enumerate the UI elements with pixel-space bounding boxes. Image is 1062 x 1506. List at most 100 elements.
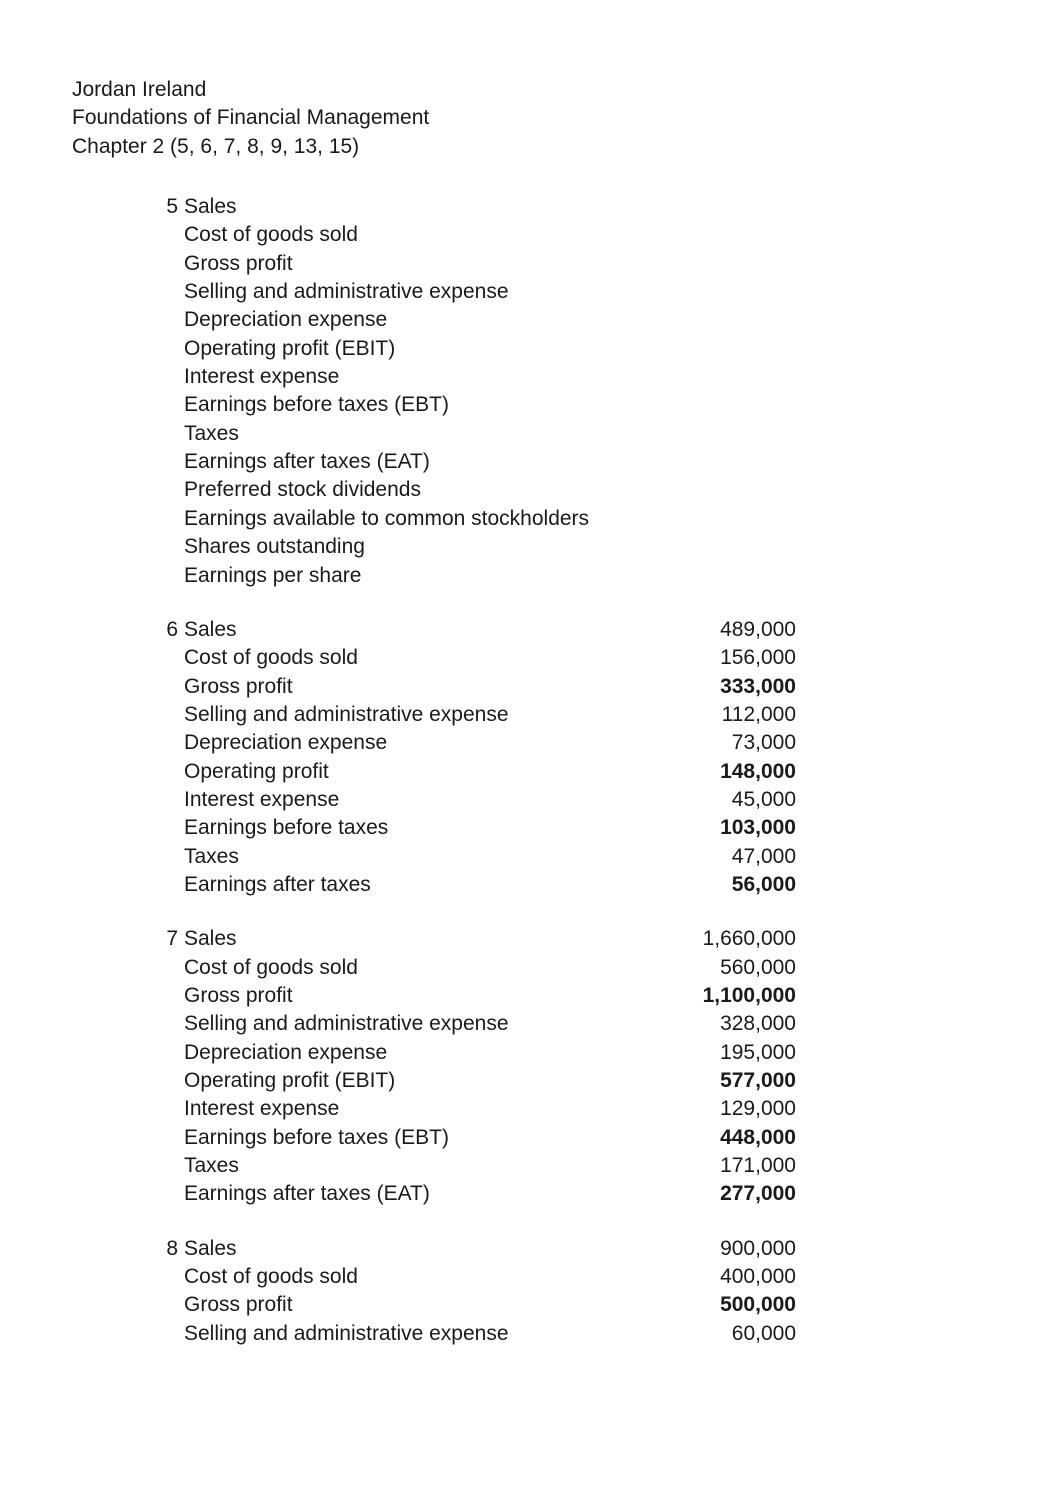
line-item-row: Earnings after taxes (EAT)277,000 [72,1180,990,1208]
line-item-label: Earnings after taxes (EAT) [184,1180,646,1208]
line-item-label: Cost of goods sold [184,954,646,982]
line-item-label: Sales [184,193,646,221]
course-title: Foundations of Financial Management [72,104,990,132]
line-item-value: 328,000 [646,1010,796,1038]
line-item-label: Operating profit (EBIT) [184,335,646,363]
line-item-label: Earnings per share [184,562,646,590]
line-item-value: 195,000 [646,1039,796,1067]
line-item-label: Preferred stock dividends [184,476,646,504]
line-item-value: 73,000 [646,729,796,757]
line-item-label: Depreciation expense [184,306,646,334]
line-item-value: 400,000 [646,1263,796,1291]
line-item-row: 7Sales1,660,000 [72,925,990,953]
line-item-row: Taxes171,000 [72,1152,990,1180]
line-item-value: 500,000 [646,1291,796,1319]
line-item-label: Earnings before taxes [184,814,646,842]
line-item-row: Interest expense129,000 [72,1095,990,1123]
line-item-value: 171,000 [646,1152,796,1180]
document-header: Jordan Ireland Foundations of Financial … [72,76,990,161]
line-item-value: 448,000 [646,1124,796,1152]
line-item-label: Cost of goods sold [184,1263,646,1291]
line-item-row: Earnings before taxes (EBT)448,000 [72,1124,990,1152]
section: 7Sales1,660,000Cost of goods sold560,000… [72,925,990,1208]
line-item-label: Taxes [184,420,646,448]
line-item-label: Taxes [184,843,646,871]
author-name: Jordan Ireland [72,76,990,104]
line-item-row: Gross profit500,000 [72,1291,990,1319]
line-item-label: Taxes [184,1152,646,1180]
line-item-row: Earnings before taxes (EBT) [72,391,990,419]
line-item-label: Interest expense [184,786,646,814]
line-item-label: Earnings after taxes (EAT) [184,448,646,476]
line-item-row: Gross profit333,000 [72,673,990,701]
line-item-value: 277,000 [646,1180,796,1208]
line-item-row: Operating profit148,000 [72,758,990,786]
line-item-row: Gross profit [72,250,990,278]
line-item-row: Operating profit (EBIT) [72,335,990,363]
line-item-row: 6Sales489,000 [72,616,990,644]
line-item-value: 129,000 [646,1095,796,1123]
section: 5SalesCost of goods soldGross profitSell… [72,193,990,590]
sections-container: 5SalesCost of goods soldGross profitSell… [72,193,990,1348]
line-item-value: 47,000 [646,843,796,871]
line-item-value: 156,000 [646,644,796,672]
line-item-label: Operating profit [184,758,646,786]
line-item-row: Operating profit (EBIT)577,000 [72,1067,990,1095]
chapter-reference: Chapter 2 (5, 6, 7, 8, 9, 13, 15) [72,133,990,161]
section-number: 7 [72,925,184,953]
line-item-row: 5Sales [72,193,990,221]
line-item-row: Selling and administrative expense112,00… [72,701,990,729]
line-item-label: Sales [184,925,646,953]
line-item-value: 60,000 [646,1320,796,1348]
line-item-row: Depreciation expense73,000 [72,729,990,757]
line-item-label: Selling and administrative expense [184,701,646,729]
line-item-value: 103,000 [646,814,796,842]
section-number: 8 [72,1235,184,1263]
line-item-value: 560,000 [646,954,796,982]
line-item-label: Sales [184,1235,646,1263]
line-item-row: Selling and administrative expense328,00… [72,1010,990,1038]
line-item-row: Interest expense45,000 [72,786,990,814]
line-item-label: Cost of goods sold [184,644,646,672]
line-item-value: 45,000 [646,786,796,814]
line-item-label: Operating profit (EBIT) [184,1067,646,1095]
line-item-value: 489,000 [646,616,796,644]
line-item-row: Cost of goods sold400,000 [72,1263,990,1291]
line-item-row: Earnings per share [72,562,990,590]
line-item-row: Gross profit1,100,000 [72,982,990,1010]
line-item-row: Interest expense [72,363,990,391]
line-item-label: Earnings before taxes (EBT) [184,391,646,419]
line-item-row: Depreciation expense195,000 [72,1039,990,1067]
line-item-label: Sales [184,616,646,644]
line-item-label: Selling and administrative expense [184,278,646,306]
line-item-label: Interest expense [184,363,646,391]
line-item-row: Taxes [72,420,990,448]
line-item-label: Selling and administrative expense [184,1010,646,1038]
line-item-value: 56,000 [646,871,796,899]
line-item-value: 333,000 [646,673,796,701]
line-item-label: Selling and administrative expense [184,1320,646,1348]
line-item-label: Cost of goods sold [184,221,646,249]
section-number: 5 [72,193,184,221]
section: 8Sales900,000Cost of goods sold400,000Gr… [72,1235,990,1348]
line-item-row: Taxes47,000 [72,843,990,871]
line-item-row: Depreciation expense [72,306,990,334]
document-page: Jordan Ireland Foundations of Financial … [0,0,1062,1434]
line-item-label: Earnings after taxes [184,871,646,899]
line-item-row: Selling and administrative expense60,000 [72,1320,990,1348]
line-item-row: 8Sales900,000 [72,1235,990,1263]
section: 6Sales489,000Cost of goods sold156,000Gr… [72,616,990,899]
line-item-row: Earnings after taxes56,000 [72,871,990,899]
line-item-row: Earnings before taxes103,000 [72,814,990,842]
line-item-value: 112,000 [646,701,796,729]
line-item-row: Cost of goods sold560,000 [72,954,990,982]
line-item-row: Shares outstanding [72,533,990,561]
line-item-label: Depreciation expense [184,1039,646,1067]
line-item-row: Earnings after taxes (EAT) [72,448,990,476]
line-item-row: Preferred stock dividends [72,476,990,504]
line-item-label: Gross profit [184,250,646,278]
line-item-row: Earnings available to common stockholder… [72,505,990,533]
line-item-label: Depreciation expense [184,729,646,757]
line-item-row: Cost of goods sold156,000 [72,644,990,672]
line-item-label: Gross profit [184,982,646,1010]
